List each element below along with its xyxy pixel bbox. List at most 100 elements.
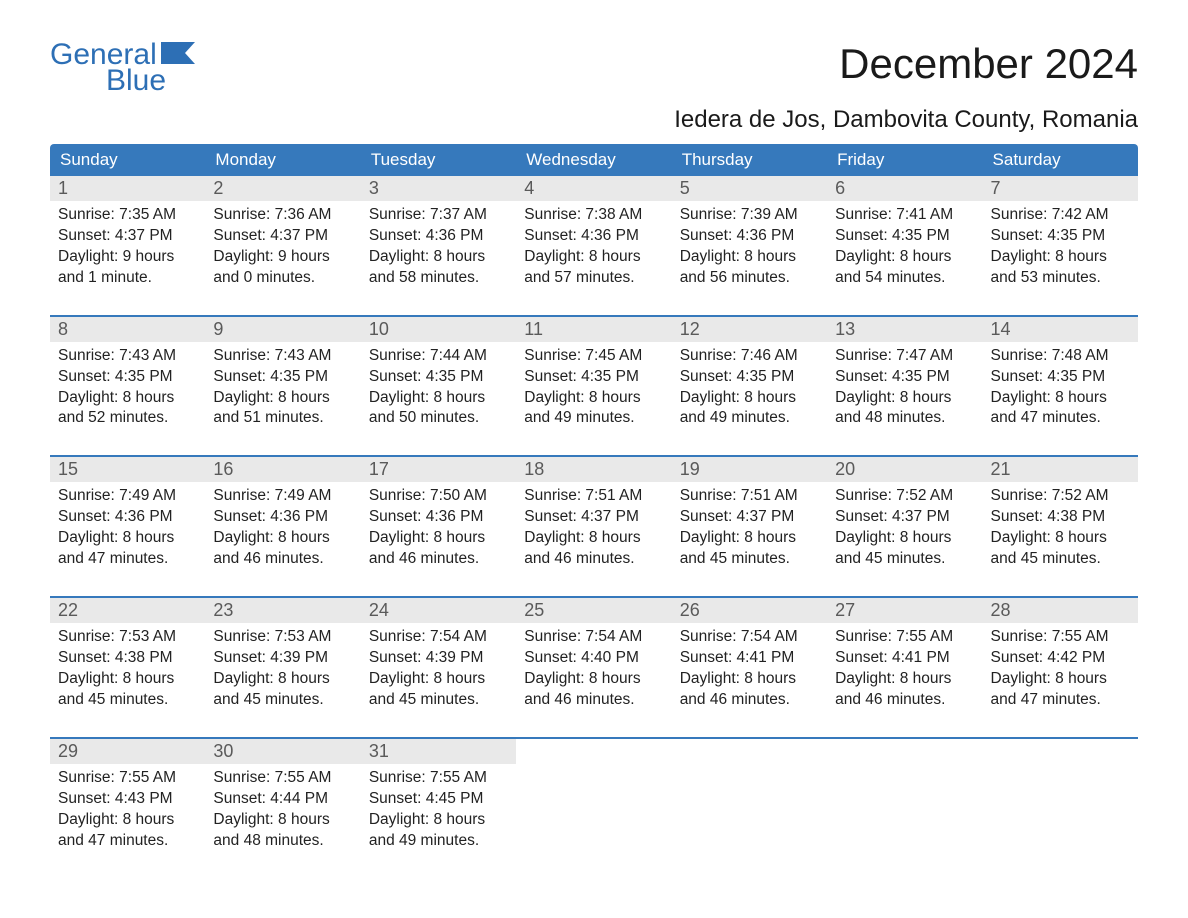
daylight-text-2: and 53 minutes.	[991, 268, 1130, 289]
sunrise-text: Sunrise: 7:51 AM	[680, 486, 819, 507]
day-number: 21	[983, 457, 1138, 482]
sunrise-text: Sunrise: 7:44 AM	[369, 346, 508, 367]
daylight-text-2: and 56 minutes.	[680, 268, 819, 289]
day-number: 17	[361, 457, 516, 482]
daylight-text-2: and 45 minutes.	[58, 690, 197, 711]
calendar-cell	[983, 739, 1138, 860]
sunrise-text: Sunrise: 7:39 AM	[680, 205, 819, 226]
calendar-cell: 31Sunrise: 7:55 AMSunset: 4:45 PMDayligh…	[361, 739, 516, 860]
day-data: Sunrise: 7:54 AMSunset: 4:40 PMDaylight:…	[516, 623, 671, 719]
day-number: 13	[827, 317, 982, 342]
calendar-cell: 21Sunrise: 7:52 AMSunset: 4:38 PMDayligh…	[983, 457, 1138, 578]
sunset-text: Sunset: 4:39 PM	[213, 648, 352, 669]
daylight-text-1: Daylight: 8 hours	[680, 528, 819, 549]
daylight-text-1: Daylight: 8 hours	[524, 669, 663, 690]
sunset-text: Sunset: 4:44 PM	[213, 789, 352, 810]
calendar-cell	[672, 739, 827, 860]
day-data: Sunrise: 7:52 AMSunset: 4:37 PMDaylight:…	[827, 482, 982, 578]
calendar-cell: 3Sunrise: 7:37 AMSunset: 4:36 PMDaylight…	[361, 176, 516, 297]
day-data: Sunrise: 7:51 AMSunset: 4:37 PMDaylight:…	[516, 482, 671, 578]
day-header: Thursday	[672, 144, 827, 176]
day-number: 31	[361, 739, 516, 764]
daylight-text-2: and 50 minutes.	[369, 408, 508, 429]
day-data: Sunrise: 7:50 AMSunset: 4:36 PMDaylight:…	[361, 482, 516, 578]
daylight-text-2: and 57 minutes.	[524, 268, 663, 289]
daylight-text-2: and 47 minutes.	[58, 831, 197, 852]
sunset-text: Sunset: 4:37 PM	[680, 507, 819, 528]
day-data: Sunrise: 7:44 AMSunset: 4:35 PMDaylight:…	[361, 342, 516, 438]
sunset-text: Sunset: 4:36 PM	[213, 507, 352, 528]
daylight-text-2: and 49 minutes.	[680, 408, 819, 429]
day-number: 9	[205, 317, 360, 342]
day-data: Sunrise: 7:48 AMSunset: 4:35 PMDaylight:…	[983, 342, 1138, 438]
sunrise-text: Sunrise: 7:43 AM	[213, 346, 352, 367]
daylight-text-1: Daylight: 8 hours	[991, 669, 1130, 690]
sunrise-text: Sunrise: 7:53 AM	[213, 627, 352, 648]
day-number: 23	[205, 598, 360, 623]
sunset-text: Sunset: 4:37 PM	[213, 226, 352, 247]
daylight-text-1: Daylight: 8 hours	[369, 528, 508, 549]
day-data: Sunrise: 7:53 AMSunset: 4:38 PMDaylight:…	[50, 623, 205, 719]
calendar-cell: 24Sunrise: 7:54 AMSunset: 4:39 PMDayligh…	[361, 598, 516, 719]
day-data: Sunrise: 7:55 AMSunset: 4:41 PMDaylight:…	[827, 623, 982, 719]
daylight-text-2: and 46 minutes.	[835, 690, 974, 711]
day-data: Sunrise: 7:52 AMSunset: 4:38 PMDaylight:…	[983, 482, 1138, 578]
day-data: Sunrise: 7:46 AMSunset: 4:35 PMDaylight:…	[672, 342, 827, 438]
day-number: 16	[205, 457, 360, 482]
daylight-text-2: and 45 minutes.	[680, 549, 819, 570]
daylight-text-1: Daylight: 8 hours	[213, 810, 352, 831]
calendar-cell: 13Sunrise: 7:47 AMSunset: 4:35 PMDayligh…	[827, 317, 982, 438]
day-data: Sunrise: 7:53 AMSunset: 4:39 PMDaylight:…	[205, 623, 360, 719]
day-data: Sunrise: 7:36 AMSunset: 4:37 PMDaylight:…	[205, 201, 360, 297]
logo: General Blue	[50, 40, 195, 96]
sunset-text: Sunset: 4:43 PM	[58, 789, 197, 810]
day-number: 29	[50, 739, 205, 764]
day-data: Sunrise: 7:41 AMSunset: 4:35 PMDaylight:…	[827, 201, 982, 297]
daylight-text-2: and 47 minutes.	[991, 408, 1130, 429]
sunrise-text: Sunrise: 7:55 AM	[213, 768, 352, 789]
sunrise-text: Sunrise: 7:52 AM	[835, 486, 974, 507]
sunset-text: Sunset: 4:35 PM	[991, 226, 1130, 247]
daylight-text-2: and 46 minutes.	[369, 549, 508, 570]
sunset-text: Sunset: 4:36 PM	[524, 226, 663, 247]
daylight-text-1: Daylight: 9 hours	[213, 247, 352, 268]
calendar-cell: 16Sunrise: 7:49 AMSunset: 4:36 PMDayligh…	[205, 457, 360, 578]
daylight-text-2: and 0 minutes.	[213, 268, 352, 289]
sunset-text: Sunset: 4:37 PM	[524, 507, 663, 528]
calendar-cell	[827, 739, 982, 860]
daylight-text-1: Daylight: 8 hours	[58, 388, 197, 409]
daylight-text-2: and 49 minutes.	[524, 408, 663, 429]
day-number: 22	[50, 598, 205, 623]
day-number: 28	[983, 598, 1138, 623]
day-data: Sunrise: 7:51 AMSunset: 4:37 PMDaylight:…	[672, 482, 827, 578]
day-data: Sunrise: 7:37 AMSunset: 4:36 PMDaylight:…	[361, 201, 516, 297]
day-number: 7	[983, 176, 1138, 201]
day-number: 2	[205, 176, 360, 201]
calendar-cell: 17Sunrise: 7:50 AMSunset: 4:36 PMDayligh…	[361, 457, 516, 578]
calendar-cell: 2Sunrise: 7:36 AMSunset: 4:37 PMDaylight…	[205, 176, 360, 297]
daylight-text-1: Daylight: 8 hours	[213, 388, 352, 409]
daylight-text-2: and 45 minutes.	[835, 549, 974, 570]
sunrise-text: Sunrise: 7:43 AM	[58, 346, 197, 367]
sunrise-text: Sunrise: 7:55 AM	[58, 768, 197, 789]
week-row: 1Sunrise: 7:35 AMSunset: 4:37 PMDaylight…	[50, 176, 1138, 297]
day-number: 26	[672, 598, 827, 623]
calendar-cell: 1Sunrise: 7:35 AMSunset: 4:37 PMDaylight…	[50, 176, 205, 297]
daylight-text-1: Daylight: 8 hours	[369, 669, 508, 690]
calendar-cell: 4Sunrise: 7:38 AMSunset: 4:36 PMDaylight…	[516, 176, 671, 297]
weeks-container: 1Sunrise: 7:35 AMSunset: 4:37 PMDaylight…	[50, 176, 1138, 859]
daylight-text-2: and 48 minutes.	[213, 831, 352, 852]
daylight-text-2: and 48 minutes.	[835, 408, 974, 429]
day-data: Sunrise: 7:47 AMSunset: 4:35 PMDaylight:…	[827, 342, 982, 438]
daylight-text-1: Daylight: 8 hours	[213, 528, 352, 549]
day-number: 11	[516, 317, 671, 342]
sunset-text: Sunset: 4:35 PM	[524, 367, 663, 388]
sunrise-text: Sunrise: 7:51 AM	[524, 486, 663, 507]
sunset-text: Sunset: 4:42 PM	[991, 648, 1130, 669]
day-number: 10	[361, 317, 516, 342]
sunset-text: Sunset: 4:35 PM	[991, 367, 1130, 388]
daylight-text-2: and 52 minutes.	[58, 408, 197, 429]
daylight-text-2: and 47 minutes.	[58, 549, 197, 570]
calendar-cell: 5Sunrise: 7:39 AMSunset: 4:36 PMDaylight…	[672, 176, 827, 297]
daylight-text-1: Daylight: 8 hours	[835, 669, 974, 690]
